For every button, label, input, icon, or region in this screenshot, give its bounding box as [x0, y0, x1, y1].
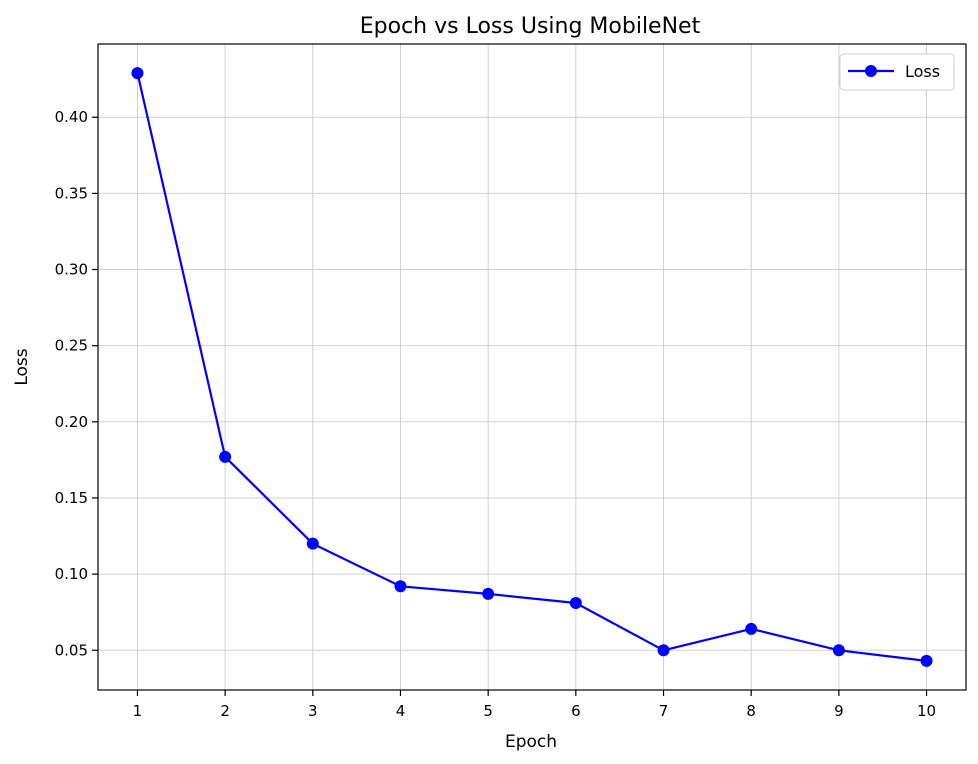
loss-data-point [657, 644, 670, 657]
y-tick-label: 0.40 [55, 108, 88, 126]
y-axis-label: Loss [12, 348, 32, 385]
y-tick-label: 0.10 [55, 565, 88, 583]
x-tick-label: 7 [659, 702, 669, 720]
x-tick-label: 5 [483, 702, 493, 720]
x-tick-label: 2 [220, 702, 230, 720]
y-tick-label: 0.25 [55, 337, 88, 355]
axis-ticks: 1 2 3 4 5 6 7 8 9 10 0.05 0.10 0.15 0.20 0.25 0.30 0.35 0… [55, 108, 936, 720]
grid [98, 44, 966, 690]
legend-label: Loss [905, 62, 940, 81]
x-tick-label: 4 [396, 702, 406, 720]
y-tick-label: 0.35 [55, 184, 88, 202]
x-tick-label: 10 [917, 702, 936, 720]
y-tick-label: 0.30 [55, 261, 88, 279]
loss-data-point [306, 537, 319, 550]
loss-data-point [394, 580, 407, 593]
legend-point-marker [865, 65, 877, 77]
loss-data-point [219, 450, 232, 463]
legend: Loss [839, 53, 955, 91]
x-tick-label: 9 [834, 702, 844, 720]
x-axis-label: Epoch [505, 732, 557, 752]
y-tick-label: 0.20 [55, 413, 88, 431]
loss-data-point [482, 587, 495, 600]
x-tick-label: 3 [308, 702, 318, 720]
series-layer [131, 67, 933, 667]
x-tick-label: 6 [571, 702, 581, 720]
x-tick-label: 8 [746, 702, 756, 720]
loss-data-point [745, 622, 758, 635]
loss-data-point [920, 654, 933, 667]
loss-data-point [131, 67, 144, 80]
loss-data-point [832, 644, 845, 657]
chart-title: Epoch vs Loss Using MobileNet [360, 14, 701, 39]
x-tick-label: 1 [133, 702, 143, 720]
y-tick-label: 0.05 [55, 641, 88, 659]
loss-series-line [136, 72, 927, 662]
plot-frame [97, 43, 967, 691]
loss-data-point [569, 597, 582, 610]
y-tick-label: 0.15 [55, 489, 88, 507]
legend-box [839, 53, 955, 91]
